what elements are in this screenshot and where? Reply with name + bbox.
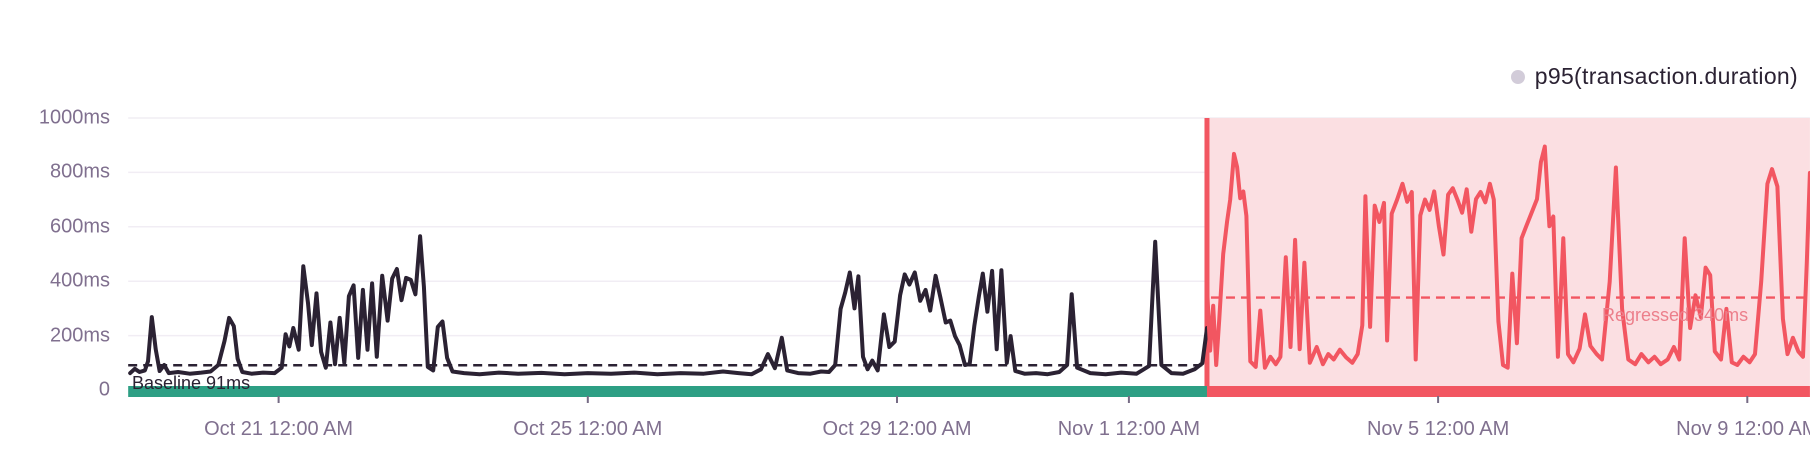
legend-label: p95(transaction.duration) [1534,63,1798,89]
y-axis-label: 600ms [49,215,110,238]
y-axis-label: 400ms [49,269,110,292]
series-line-regressed [1205,144,1810,370]
x-axis-label: Oct 21 12:00 AM [204,418,354,440]
x-axis-label: Nov 5 12:00 AM [1366,418,1510,440]
baseline-period-bar [128,386,1207,397]
y-axis-label: 200ms [49,324,110,347]
x-axis-label: Nov 9 12:00 AM [1676,418,1810,440]
y-axis-label: 0 [98,378,110,401]
baseline-annotation-label: Baseline 91ms [132,373,251,393]
regressed-period-bar [1206,386,1810,397]
y-axis-label: 800ms [49,160,110,183]
legend-dot-icon [1510,69,1525,84]
series-line-baseline [128,234,1209,377]
x-axis-label: Nov 1 12:00 AM [1057,418,1201,440]
x-axis-label: Oct 29 12:00 AM [822,418,972,440]
y-axis-label: 1000ms [38,106,110,129]
x-axis-label: Oct 25 12:00 AM [513,418,663,440]
legend-item[interactable]: p95(transaction.duration) [1510,63,1798,90]
regressed-annotation-label: Regressed 340ms [1602,305,1749,325]
